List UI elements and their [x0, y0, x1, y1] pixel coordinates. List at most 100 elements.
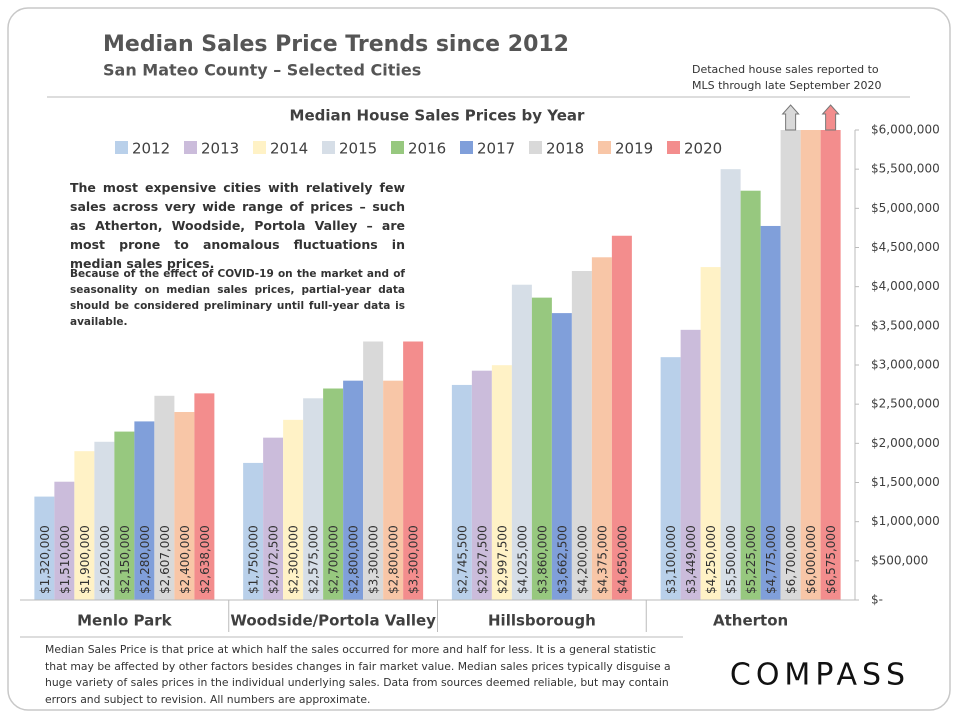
footer-text: Median Sales Price is that price at whic…	[45, 643, 671, 706]
legend-label: 2014	[270, 140, 308, 158]
legend-swatch	[184, 141, 197, 154]
plot	[34, 130, 841, 600]
bar	[611, 235, 632, 600]
value-label: $2,745,500	[455, 525, 469, 594]
y-tick-label: $1,000,000	[871, 514, 940, 528]
value-label: $3,860,000	[535, 525, 549, 594]
frame	[7, 7, 951, 711]
y-tick-label: $2,000,000	[871, 436, 940, 450]
logo: COMPASS	[730, 658, 910, 693]
value-label: $2,700,000	[327, 525, 341, 594]
value-label: $4,200,000	[575, 525, 589, 594]
value-label: $3,662,500	[555, 525, 569, 594]
value-label: $2,400,000	[178, 525, 192, 594]
legend-swatch	[391, 141, 404, 154]
legend-label: 2012	[132, 140, 170, 158]
y-tick-label: $2,500,000	[871, 397, 940, 411]
note-line: MLS through late September 2020	[692, 79, 881, 92]
y-tick-label: $3,000,000	[871, 358, 940, 372]
subtitle: San Mateo County – Selected Cities	[103, 61, 421, 80]
bar	[740, 190, 761, 600]
y-tick-label: $4,000,000	[871, 279, 940, 293]
legend-label: 2018	[546, 140, 584, 158]
bar	[343, 380, 364, 600]
title: Median Sales Price Trends since 2012	[103, 32, 569, 57]
legend-label: 2019	[615, 140, 653, 158]
bar	[263, 437, 284, 600]
value-label: $6,575,000	[824, 525, 838, 594]
bar	[154, 395, 175, 600]
value-label: $1,750,000	[247, 525, 261, 594]
legend-label: 2020	[684, 140, 722, 158]
bar	[511, 284, 532, 600]
bar	[134, 421, 155, 600]
legend-swatch	[667, 141, 680, 154]
y-tick-label: $500,000	[871, 553, 928, 567]
y-tick-label: $4,500,000	[871, 240, 940, 254]
bar	[780, 130, 801, 600]
bar	[383, 380, 404, 600]
y-tick-label: $5,000,000	[871, 201, 940, 215]
legend-swatch	[322, 141, 335, 154]
overflow-arrow	[781, 104, 800, 131]
y-tick-label: $-	[871, 593, 883, 607]
value-label: $4,025,000	[515, 525, 529, 594]
bar	[34, 496, 55, 600]
bar	[700, 267, 721, 600]
bar	[551, 313, 572, 600]
bar	[74, 451, 95, 600]
value-label: $2,638,000	[198, 525, 212, 594]
value-label: $3,300,000	[407, 525, 421, 594]
legend-swatch	[460, 141, 473, 154]
value-label: $1,900,000	[78, 525, 92, 594]
x-tick-label: Hillsborough	[488, 612, 596, 630]
value-label: $2,280,000	[138, 525, 152, 594]
legend-swatch	[598, 141, 611, 154]
bar	[800, 130, 821, 600]
value-label: $3,300,000	[367, 525, 381, 594]
bar	[303, 398, 324, 600]
bar	[531, 297, 552, 600]
legend-swatch	[115, 141, 128, 154]
value-label: $2,800,000	[387, 525, 401, 594]
legend-label: 2017	[477, 140, 515, 158]
value-label: $2,800,000	[347, 525, 361, 594]
x-tick-label: Menlo Park	[77, 612, 173, 630]
bar	[403, 341, 424, 600]
value-label: $4,775,000	[764, 525, 778, 594]
legend-label: 2013	[201, 140, 239, 158]
value-label: $3,449,000	[684, 525, 698, 594]
value-label: $6,000,000	[804, 525, 818, 594]
value-label: $3,100,000	[664, 525, 678, 594]
value-label: $2,607,000	[158, 525, 172, 594]
value-label: $2,072,500	[267, 525, 281, 594]
bar	[820, 130, 841, 600]
bar	[194, 393, 215, 600]
bar	[680, 329, 701, 600]
bar	[571, 271, 592, 600]
bar	[451, 384, 472, 600]
x-tick-label: Woodside/Portola Valley	[230, 612, 436, 630]
overflow-arrow	[821, 104, 840, 131]
bar	[174, 412, 195, 600]
value-label: $4,375,000	[595, 525, 609, 594]
bar	[243, 462, 264, 600]
legend-label: 2015	[339, 140, 377, 158]
annotation: The most expensive cities with relativel…	[70, 180, 405, 271]
legend-swatch	[253, 141, 266, 154]
value-label: $2,150,000	[118, 525, 132, 594]
bar	[491, 365, 512, 600]
y-tick-label: $1,500,000	[871, 475, 940, 489]
value-label: $2,997,500	[495, 525, 509, 594]
bar	[471, 370, 492, 600]
bar	[94, 441, 115, 600]
value-label: $1,320,000	[38, 525, 52, 594]
note-line: Detached house sales reported to	[692, 63, 879, 76]
legend-label: 2016	[408, 140, 446, 158]
value-label: $5,225,000	[744, 525, 758, 594]
value-label: $2,020,000	[98, 525, 112, 594]
value-label: $1,510,000	[58, 525, 72, 594]
bar	[591, 257, 612, 600]
